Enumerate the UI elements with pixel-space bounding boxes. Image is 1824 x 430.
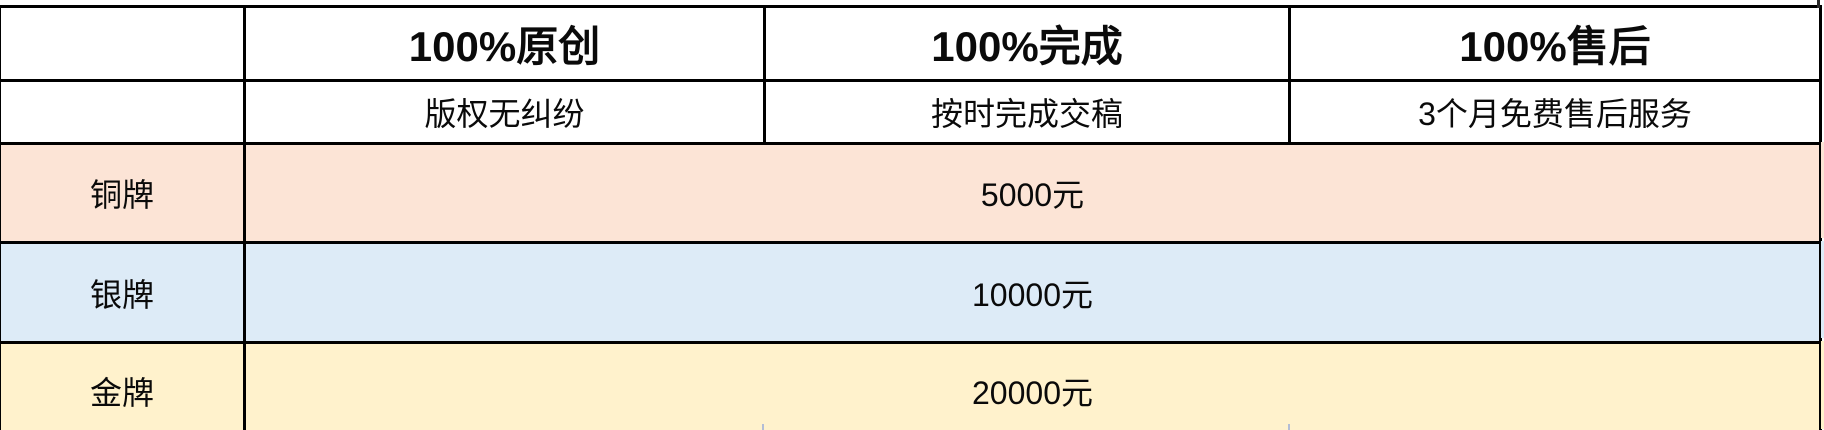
tier-price-silver: 10000元 [243,241,1822,344]
header-cell-original: 100%原创 [243,5,766,82]
tier-price-bronze: 5000元 [243,142,1822,244]
subheader-cell-service: 3个月免费售后服务 [1288,79,1822,145]
gridline-stub-bottom-left [762,424,764,430]
subheader-cell-ontime: 按时完成交稿 [763,79,1291,145]
pricing-table: 100%原创 100%完成 100%售后 版权无纠纷 按时完成交稿 3个月免费售… [0,5,1822,430]
subheader-row: 版权无纠纷 按时完成交稿 3个月免费售后服务 [0,79,1822,145]
header-cell-completion: 100%完成 [763,5,1291,82]
tier-label-bronze: 铜牌 [0,142,246,244]
grid-sliver-bronze [1821,142,1824,238]
tier-label-silver: 银牌 [0,241,246,344]
tier-price-gold: 20000元 [243,341,1822,430]
tier-row-gold: 金牌 20000元 [0,341,1822,430]
gridline-stub-bottom-right [1288,424,1290,430]
grid-sliver-silver [1821,241,1824,338]
header-cell-aftersale: 100%售后 [1288,5,1822,82]
header-row: 100%原创 100%完成 100%售后 [0,5,1822,82]
header-cell-empty [0,5,246,82]
subheader-cell-copyright: 版权无纠纷 [243,79,766,145]
subheader-cell-empty [0,79,246,145]
tier-row-silver: 银牌 10000元 [0,241,1822,344]
tier-row-bronze: 铜牌 5000元 [0,142,1822,244]
grid-sliver-gold [1821,341,1824,429]
tier-label-gold: 金牌 [0,341,246,430]
gridline-stub-top-right [1817,0,1820,8]
